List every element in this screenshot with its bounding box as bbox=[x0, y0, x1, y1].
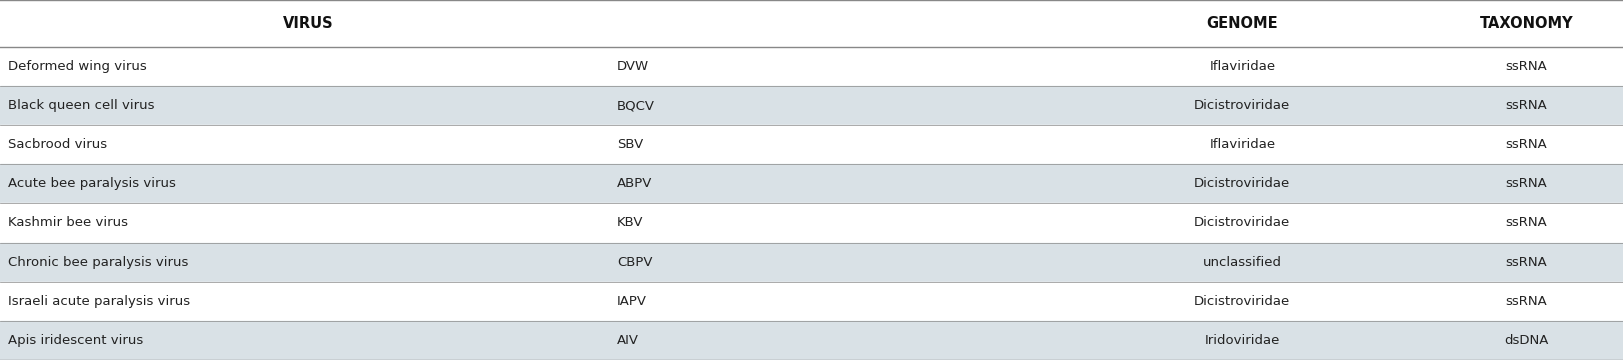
Bar bbox=[0, 321, 1623, 360]
Text: Deformed wing virus: Deformed wing virus bbox=[8, 60, 146, 73]
Bar bbox=[0, 125, 1623, 164]
Text: ssRNA: ssRNA bbox=[1505, 295, 1547, 308]
Text: Iridoviridae: Iridoviridae bbox=[1204, 334, 1279, 347]
Text: Apis iridescent virus: Apis iridescent virus bbox=[8, 334, 143, 347]
Text: Chronic bee paralysis virus: Chronic bee paralysis virus bbox=[8, 256, 188, 269]
Text: Dicistroviridae: Dicistroviridae bbox=[1193, 295, 1290, 308]
Text: Sacbrood virus: Sacbrood virus bbox=[8, 138, 107, 151]
Text: Iflaviridae: Iflaviridae bbox=[1209, 138, 1274, 151]
Text: AIV: AIV bbox=[617, 334, 639, 347]
Text: KBV: KBV bbox=[617, 216, 643, 229]
Text: Kashmir bee virus: Kashmir bee virus bbox=[8, 216, 128, 229]
Bar bbox=[0, 282, 1623, 321]
Text: Iflaviridae: Iflaviridae bbox=[1209, 60, 1274, 73]
Text: Dicistroviridae: Dicistroviridae bbox=[1193, 177, 1290, 190]
Text: Israeli acute paralysis virus: Israeli acute paralysis virus bbox=[8, 295, 190, 308]
Text: ssRNA: ssRNA bbox=[1505, 256, 1547, 269]
Bar bbox=[0, 243, 1623, 282]
Bar bbox=[0, 164, 1623, 203]
Text: Dicistroviridae: Dicistroviridae bbox=[1193, 99, 1290, 112]
Text: Black queen cell virus: Black queen cell virus bbox=[8, 99, 154, 112]
Text: ssRNA: ssRNA bbox=[1505, 60, 1547, 73]
Text: unclassified: unclassified bbox=[1203, 256, 1281, 269]
Text: CBPV: CBPV bbox=[617, 256, 652, 269]
Text: ssRNA: ssRNA bbox=[1505, 99, 1547, 112]
Text: SBV: SBV bbox=[617, 138, 643, 151]
Text: Dicistroviridae: Dicistroviridae bbox=[1193, 216, 1290, 229]
Text: dsDNA: dsDNA bbox=[1503, 334, 1548, 347]
Text: ABPV: ABPV bbox=[617, 177, 652, 190]
Bar bbox=[0, 86, 1623, 125]
Text: DVW: DVW bbox=[617, 60, 649, 73]
Text: ssRNA: ssRNA bbox=[1505, 216, 1547, 229]
Text: Acute bee paralysis virus: Acute bee paralysis virus bbox=[8, 177, 175, 190]
Bar bbox=[0, 47, 1623, 86]
Text: VIRUS: VIRUS bbox=[282, 16, 334, 31]
Text: TAXONOMY: TAXONOMY bbox=[1479, 16, 1573, 31]
Text: ssRNA: ssRNA bbox=[1505, 138, 1547, 151]
Bar bbox=[0, 203, 1623, 243]
Text: BQCV: BQCV bbox=[617, 99, 654, 112]
Text: ssRNA: ssRNA bbox=[1505, 177, 1547, 190]
Bar bbox=[0, 0, 1623, 47]
Text: IAPV: IAPV bbox=[617, 295, 646, 308]
Text: GENOME: GENOME bbox=[1206, 16, 1277, 31]
